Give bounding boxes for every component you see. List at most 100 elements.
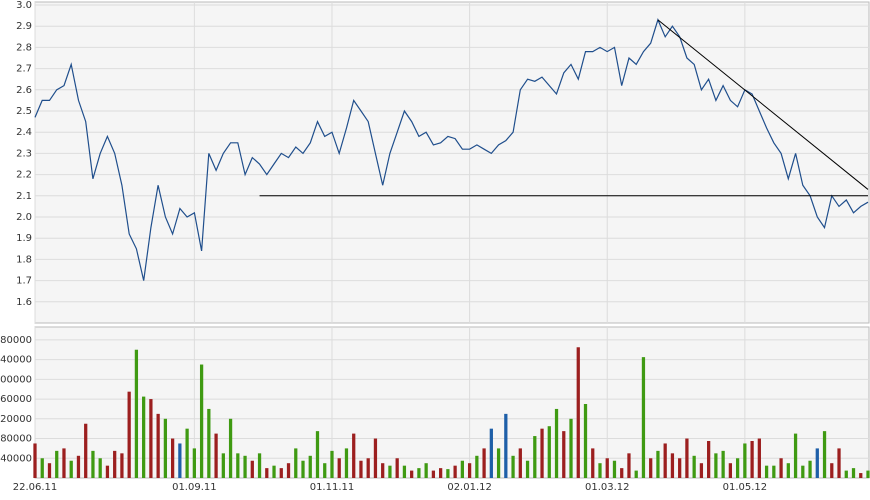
volume-bar	[707, 441, 711, 478]
volume-bar	[105, 465, 110, 478]
volume-bar	[236, 453, 240, 478]
volume-bar	[482, 448, 486, 478]
y-tick-label: 120000	[0, 414, 32, 425]
volume-bar	[518, 448, 522, 478]
x-tick-label: 22.06.11	[13, 482, 58, 493]
x-tick-label: 01.03.12	[585, 482, 630, 493]
y-tick-label: 1.7	[16, 276, 32, 287]
volume-bar	[381, 463, 385, 478]
volume-bar	[62, 448, 66, 478]
volume-bar	[598, 463, 602, 478]
x-tick-label: 01.11.11	[310, 482, 355, 493]
volume-bar	[33, 443, 37, 478]
volume-bar	[199, 364, 204, 478]
volume-bar	[504, 413, 508, 478]
volume-bar	[279, 468, 283, 478]
volume-bar	[678, 458, 682, 478]
x-tick-label: 02.01.12	[447, 482, 492, 493]
volume-bar	[221, 453, 225, 478]
volume-bar	[337, 458, 341, 478]
y-tick-label: 2.7	[16, 64, 32, 75]
y-tick-label: 2.0	[16, 212, 32, 223]
volume-bar	[605, 458, 609, 478]
y-tick-label: 40000	[0, 453, 32, 464]
volume-bar	[815, 448, 819, 478]
volume-bar	[402, 465, 407, 478]
y-tick-label: 2.1	[16, 191, 32, 202]
volume-bar	[40, 458, 44, 478]
volume-bar	[830, 463, 834, 478]
y-tick-label: 1.8	[16, 254, 32, 265]
volume-bar	[793, 433, 798, 478]
volume-bar	[859, 473, 863, 478]
volume-bar	[525, 460, 530, 478]
volume-bar	[735, 458, 740, 478]
volume-bar	[475, 455, 479, 478]
volume-bar	[612, 460, 617, 478]
volume-bar	[250, 460, 254, 478]
volume-bar	[163, 418, 168, 478]
volume-bar	[257, 453, 262, 478]
volume-bar	[439, 468, 443, 478]
volume-bar	[47, 463, 52, 478]
volume-bar	[634, 470, 638, 478]
volume-bar	[822, 431, 827, 478]
volume-bar	[692, 455, 696, 478]
volume-bar	[178, 443, 182, 478]
volume-bar	[127, 391, 131, 478]
price-line	[34, 18, 869, 281]
volume-bar	[808, 460, 812, 478]
y-tick-label: 240000	[0, 355, 32, 366]
y-tick-label: 2.8	[16, 42, 32, 53]
y-tick-label: 2.3	[16, 148, 32, 159]
x-tick-label: 01.05.12	[723, 482, 768, 493]
volume-bar	[431, 470, 436, 478]
volume-bar	[583, 404, 588, 478]
volume-bar	[620, 468, 624, 478]
volume-bar	[569, 418, 573, 478]
volume-bar	[330, 450, 334, 478]
volume-bar	[272, 465, 276, 478]
trend-line	[657, 19, 869, 190]
volume-bar	[142, 396, 146, 478]
volume-bar	[489, 428, 493, 478]
volume-bar	[591, 448, 595, 478]
volume-bar	[207, 408, 211, 478]
y-tick-label: 2.6	[16, 85, 32, 96]
volume-bar	[308, 455, 312, 478]
volume-bar	[714, 453, 718, 478]
volume-bar	[286, 463, 291, 478]
volume-bar	[576, 347, 580, 478]
volume-bar	[851, 468, 856, 478]
volume-bar	[540, 428, 544, 478]
volume-bar	[496, 448, 501, 478]
volume-bar	[721, 450, 725, 478]
volume-bar	[663, 443, 667, 478]
volume-bar	[533, 436, 537, 478]
volume-bar	[366, 458, 370, 478]
volume-bar	[779, 458, 783, 478]
volume-bar	[728, 463, 733, 478]
volume-bar	[699, 463, 704, 478]
y-tick-label: 2.2	[16, 170, 32, 181]
volume-bar	[670, 453, 675, 478]
y-tick-label: 2.9	[16, 21, 32, 32]
volume-bar	[185, 428, 189, 478]
y-tick-label: 200000	[0, 374, 32, 385]
volume-bar	[395, 458, 399, 478]
volume-bar	[98, 458, 102, 478]
volume-bar	[460, 460, 464, 478]
volume-bar	[243, 455, 247, 478]
volume-bar	[134, 349, 139, 478]
volume-bar	[214, 433, 218, 478]
volume-bar	[656, 450, 660, 478]
volume-bar	[685, 438, 689, 478]
volume-bar	[352, 433, 356, 478]
volume-bar	[467, 463, 472, 478]
x-tick-label: 01.09.11	[172, 482, 217, 493]
volume-bar	[76, 455, 81, 478]
y-tick-label: 80000	[0, 434, 32, 445]
volume-bar	[649, 458, 653, 478]
